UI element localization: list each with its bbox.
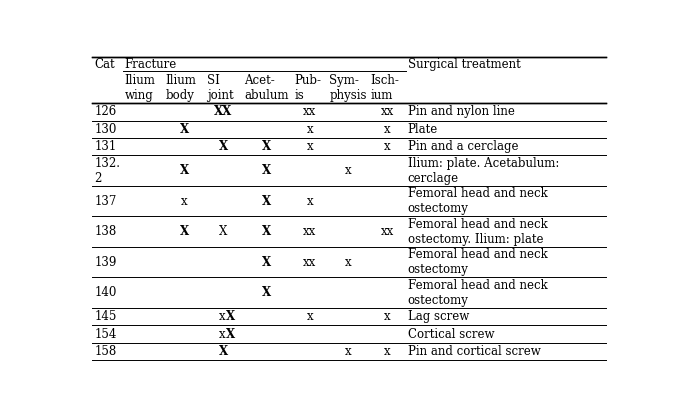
Text: 154: 154 xyxy=(95,328,117,341)
Text: X: X xyxy=(219,225,227,238)
Text: 158: 158 xyxy=(95,345,117,358)
Text: Cortical screw: Cortical screw xyxy=(408,328,494,341)
Text: Pin and a cerclage: Pin and a cerclage xyxy=(408,140,518,153)
Text: x: x xyxy=(345,256,352,269)
Text: x: x xyxy=(345,164,352,177)
Text: x: x xyxy=(181,195,187,208)
Text: 126: 126 xyxy=(95,105,117,118)
Text: X: X xyxy=(226,328,235,341)
Text: 132.
2: 132. 2 xyxy=(95,157,120,185)
Text: 130: 130 xyxy=(95,123,117,136)
Text: x: x xyxy=(384,345,390,358)
Text: 138: 138 xyxy=(95,225,117,238)
Text: xx: xx xyxy=(303,256,316,269)
Text: X: X xyxy=(262,140,272,153)
Text: X: X xyxy=(262,225,272,238)
Text: x: x xyxy=(219,328,226,341)
Text: Sym-
physis: Sym- physis xyxy=(329,74,367,102)
Text: X: X xyxy=(262,195,272,208)
Text: Femoral head and neck
ostectomy: Femoral head and neck ostectomy xyxy=(408,248,548,276)
Text: Femoral head and neck
ostectomy. Ilium: plate: Femoral head and neck ostectomy. Ilium: … xyxy=(408,218,548,246)
Text: 139: 139 xyxy=(95,256,117,269)
Text: Lag screw: Lag screw xyxy=(408,310,469,323)
Text: X: X xyxy=(226,310,235,323)
Text: Cat: Cat xyxy=(95,59,115,72)
Text: x: x xyxy=(306,195,313,208)
Text: X: X xyxy=(262,164,272,177)
Text: x: x xyxy=(306,310,313,323)
Text: Plate: Plate xyxy=(408,123,438,136)
Text: Femoral head and neck
ostectomy: Femoral head and neck ostectomy xyxy=(408,279,548,307)
Text: Ilium
body: Ilium body xyxy=(166,74,197,102)
Text: Pin and cortical screw: Pin and cortical screw xyxy=(408,345,540,358)
Text: Surgical treatment: Surgical treatment xyxy=(408,59,521,72)
Text: x: x xyxy=(384,310,390,323)
Text: X: X xyxy=(262,256,272,269)
Text: Fracture: Fracture xyxy=(124,59,177,72)
Text: X: X xyxy=(180,164,189,177)
Text: SI
joint: SI joint xyxy=(207,74,233,102)
Text: Pub-
is: Pub- is xyxy=(294,74,321,102)
Text: XX: XX xyxy=(214,105,233,118)
Text: Acet-
abulum: Acet- abulum xyxy=(244,74,289,102)
Text: Femoral head and neck
ostectomy: Femoral head and neck ostectomy xyxy=(408,187,548,215)
Text: 131: 131 xyxy=(95,140,117,153)
Text: x: x xyxy=(306,140,313,153)
Text: Isch-
ium: Isch- ium xyxy=(370,74,400,102)
Text: X: X xyxy=(219,140,228,153)
Text: Ilium: plate. Acetabulum:
cerclage: Ilium: plate. Acetabulum: cerclage xyxy=(408,157,559,185)
Text: X: X xyxy=(180,225,189,238)
Text: Pin and nylon line: Pin and nylon line xyxy=(408,105,514,118)
Text: 140: 140 xyxy=(95,286,117,299)
Text: x: x xyxy=(384,123,390,136)
Text: X: X xyxy=(262,286,272,299)
Text: xx: xx xyxy=(303,225,316,238)
Text: x: x xyxy=(384,140,390,153)
Text: X: X xyxy=(180,123,189,136)
Text: x: x xyxy=(306,123,313,136)
Text: x: x xyxy=(345,345,352,358)
Text: xx: xx xyxy=(303,105,316,118)
Text: xx: xx xyxy=(381,105,393,118)
Text: xx: xx xyxy=(381,225,393,238)
Text: Ilium
wing: Ilium wing xyxy=(124,74,155,102)
Text: x: x xyxy=(219,310,226,323)
Text: X: X xyxy=(219,345,228,358)
Text: 145: 145 xyxy=(95,310,117,323)
Text: 137: 137 xyxy=(95,195,117,208)
